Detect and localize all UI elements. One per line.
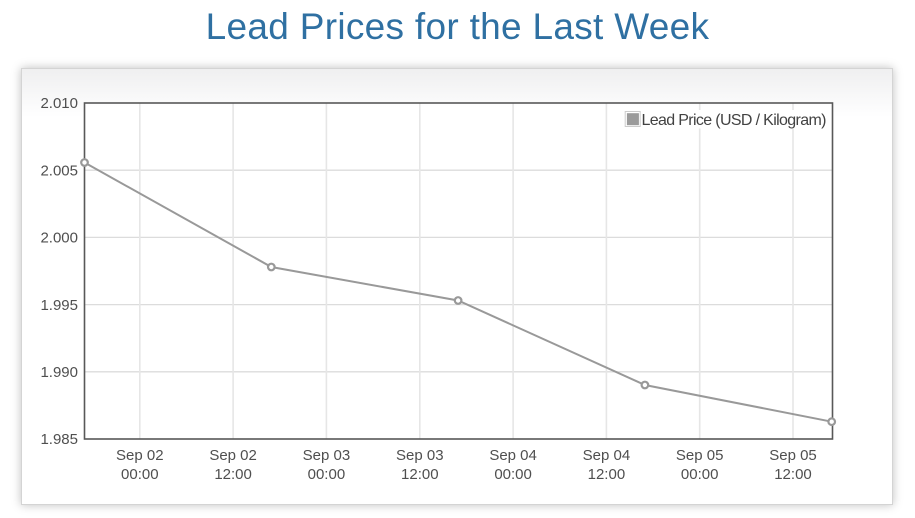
svg-text:1.985: 1.985 <box>40 431 78 448</box>
svg-text:12:00: 12:00 <box>401 466 439 483</box>
svg-text:Sep 03: Sep 03 <box>396 447 444 464</box>
svg-text:Sep 02: Sep 02 <box>116 447 164 464</box>
svg-text:1.995: 1.995 <box>40 297 78 314</box>
svg-text:2.010: 2.010 <box>40 95 78 112</box>
svg-text:12:00: 12:00 <box>774 466 812 483</box>
svg-text:00:00: 00:00 <box>494 466 532 483</box>
svg-text:Sep 04: Sep 04 <box>583 447 631 464</box>
svg-text:Lead Price (USD / Kilogram): Lead Price (USD / Kilogram) <box>642 112 827 129</box>
svg-text:12:00: 12:00 <box>588 466 626 483</box>
svg-text:Sep 02: Sep 02 <box>209 447 257 464</box>
svg-text:12:00: 12:00 <box>214 466 252 483</box>
svg-text:00:00: 00:00 <box>308 466 346 483</box>
svg-text:Sep 05: Sep 05 <box>769 447 817 464</box>
svg-text:00:00: 00:00 <box>681 466 719 483</box>
svg-text:Sep 04: Sep 04 <box>489 447 537 464</box>
svg-text:Sep 03: Sep 03 <box>303 447 351 464</box>
svg-text:Sep 05: Sep 05 <box>676 447 724 464</box>
svg-text:00:00: 00:00 <box>121 466 159 483</box>
svg-text:1.990: 1.990 <box>40 364 78 381</box>
svg-text:2.000: 2.000 <box>40 230 78 247</box>
svg-text:2.005: 2.005 <box>40 162 78 179</box>
